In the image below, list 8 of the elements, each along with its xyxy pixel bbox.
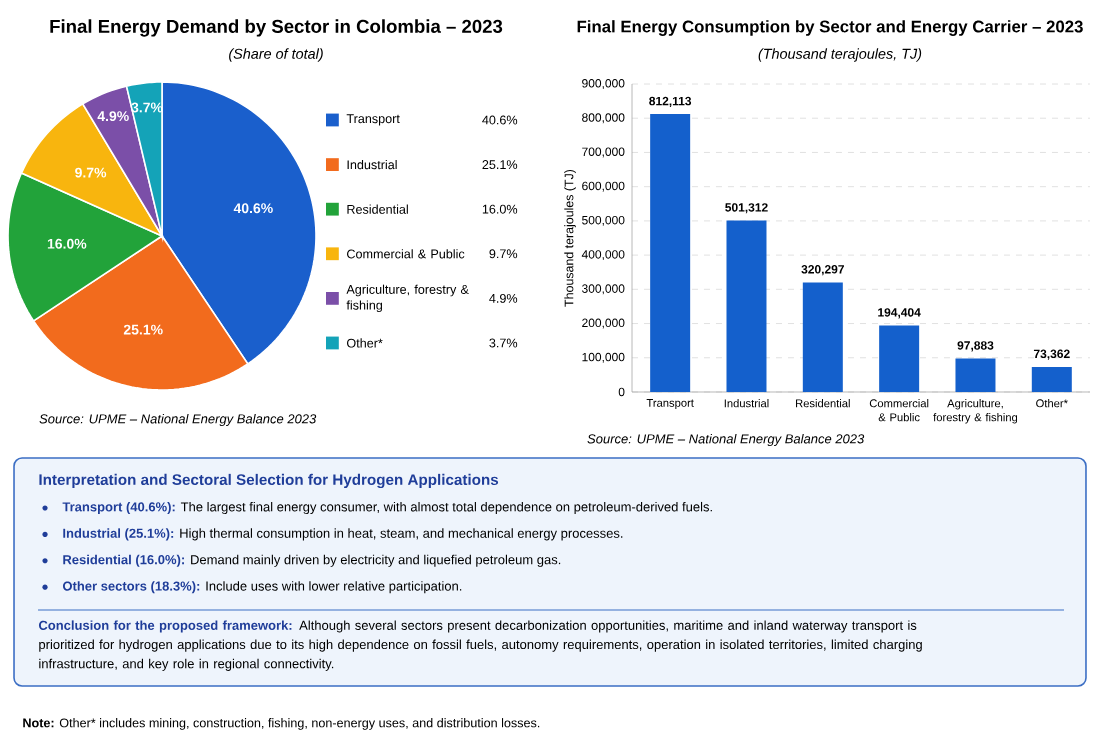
- bar: [1031, 366, 1072, 392]
- bar: [802, 282, 843, 392]
- bar: [726, 220, 767, 392]
- bar: [955, 358, 996, 392]
- bar: [650, 114, 691, 392]
- bar: [879, 325, 920, 392]
- chart-title: Final Energy Consumption by Sector and Energy Carrier – 2023: [577, 20, 1083, 36]
- chart-title: Final Energy Demand by Sector in Colombia – 2023: [50, 19, 503, 37]
